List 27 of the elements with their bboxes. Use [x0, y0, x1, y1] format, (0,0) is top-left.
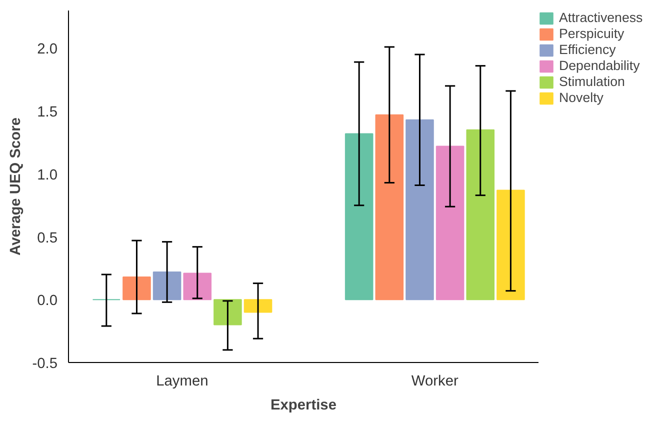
bar — [406, 119, 434, 300]
y-tick-label: 2.0 — [37, 42, 58, 58]
legend-label: Attractiveness — [559, 10, 643, 25]
bar — [496, 190, 525, 300]
x-tick-label: Worker — [411, 374, 458, 390]
y-tick-label: 1.5 — [37, 104, 58, 121]
bar — [122, 276, 151, 300]
legend-label: Perspicuity — [559, 26, 624, 41]
y-tick-label: 1.0 — [37, 167, 58, 184]
x-tick-label: Laymen — [156, 374, 208, 390]
legend-label: Novelty — [559, 90, 604, 105]
bar — [344, 133, 374, 300]
bar — [244, 299, 272, 313]
y-tick-label: 0.5 — [37, 230, 58, 246]
bar — [375, 114, 404, 300]
bar — [436, 146, 464, 300]
y-tick-label: 0.0 — [37, 293, 58, 310]
y-axis-title: Average UEQ Score — [8, 118, 24, 256]
bar — [152, 271, 182, 300]
bar — [214, 299, 242, 326]
y-tick-label: -0.5 — [32, 356, 58, 372]
bar — [183, 272, 212, 300]
legend-label: Dependability — [559, 58, 640, 73]
bar — [466, 129, 495, 300]
x-axis-title: Expertise — [270, 398, 337, 414]
legend-label: Stimulation — [559, 74, 625, 89]
legend-label: Efficiency — [559, 42, 616, 57]
